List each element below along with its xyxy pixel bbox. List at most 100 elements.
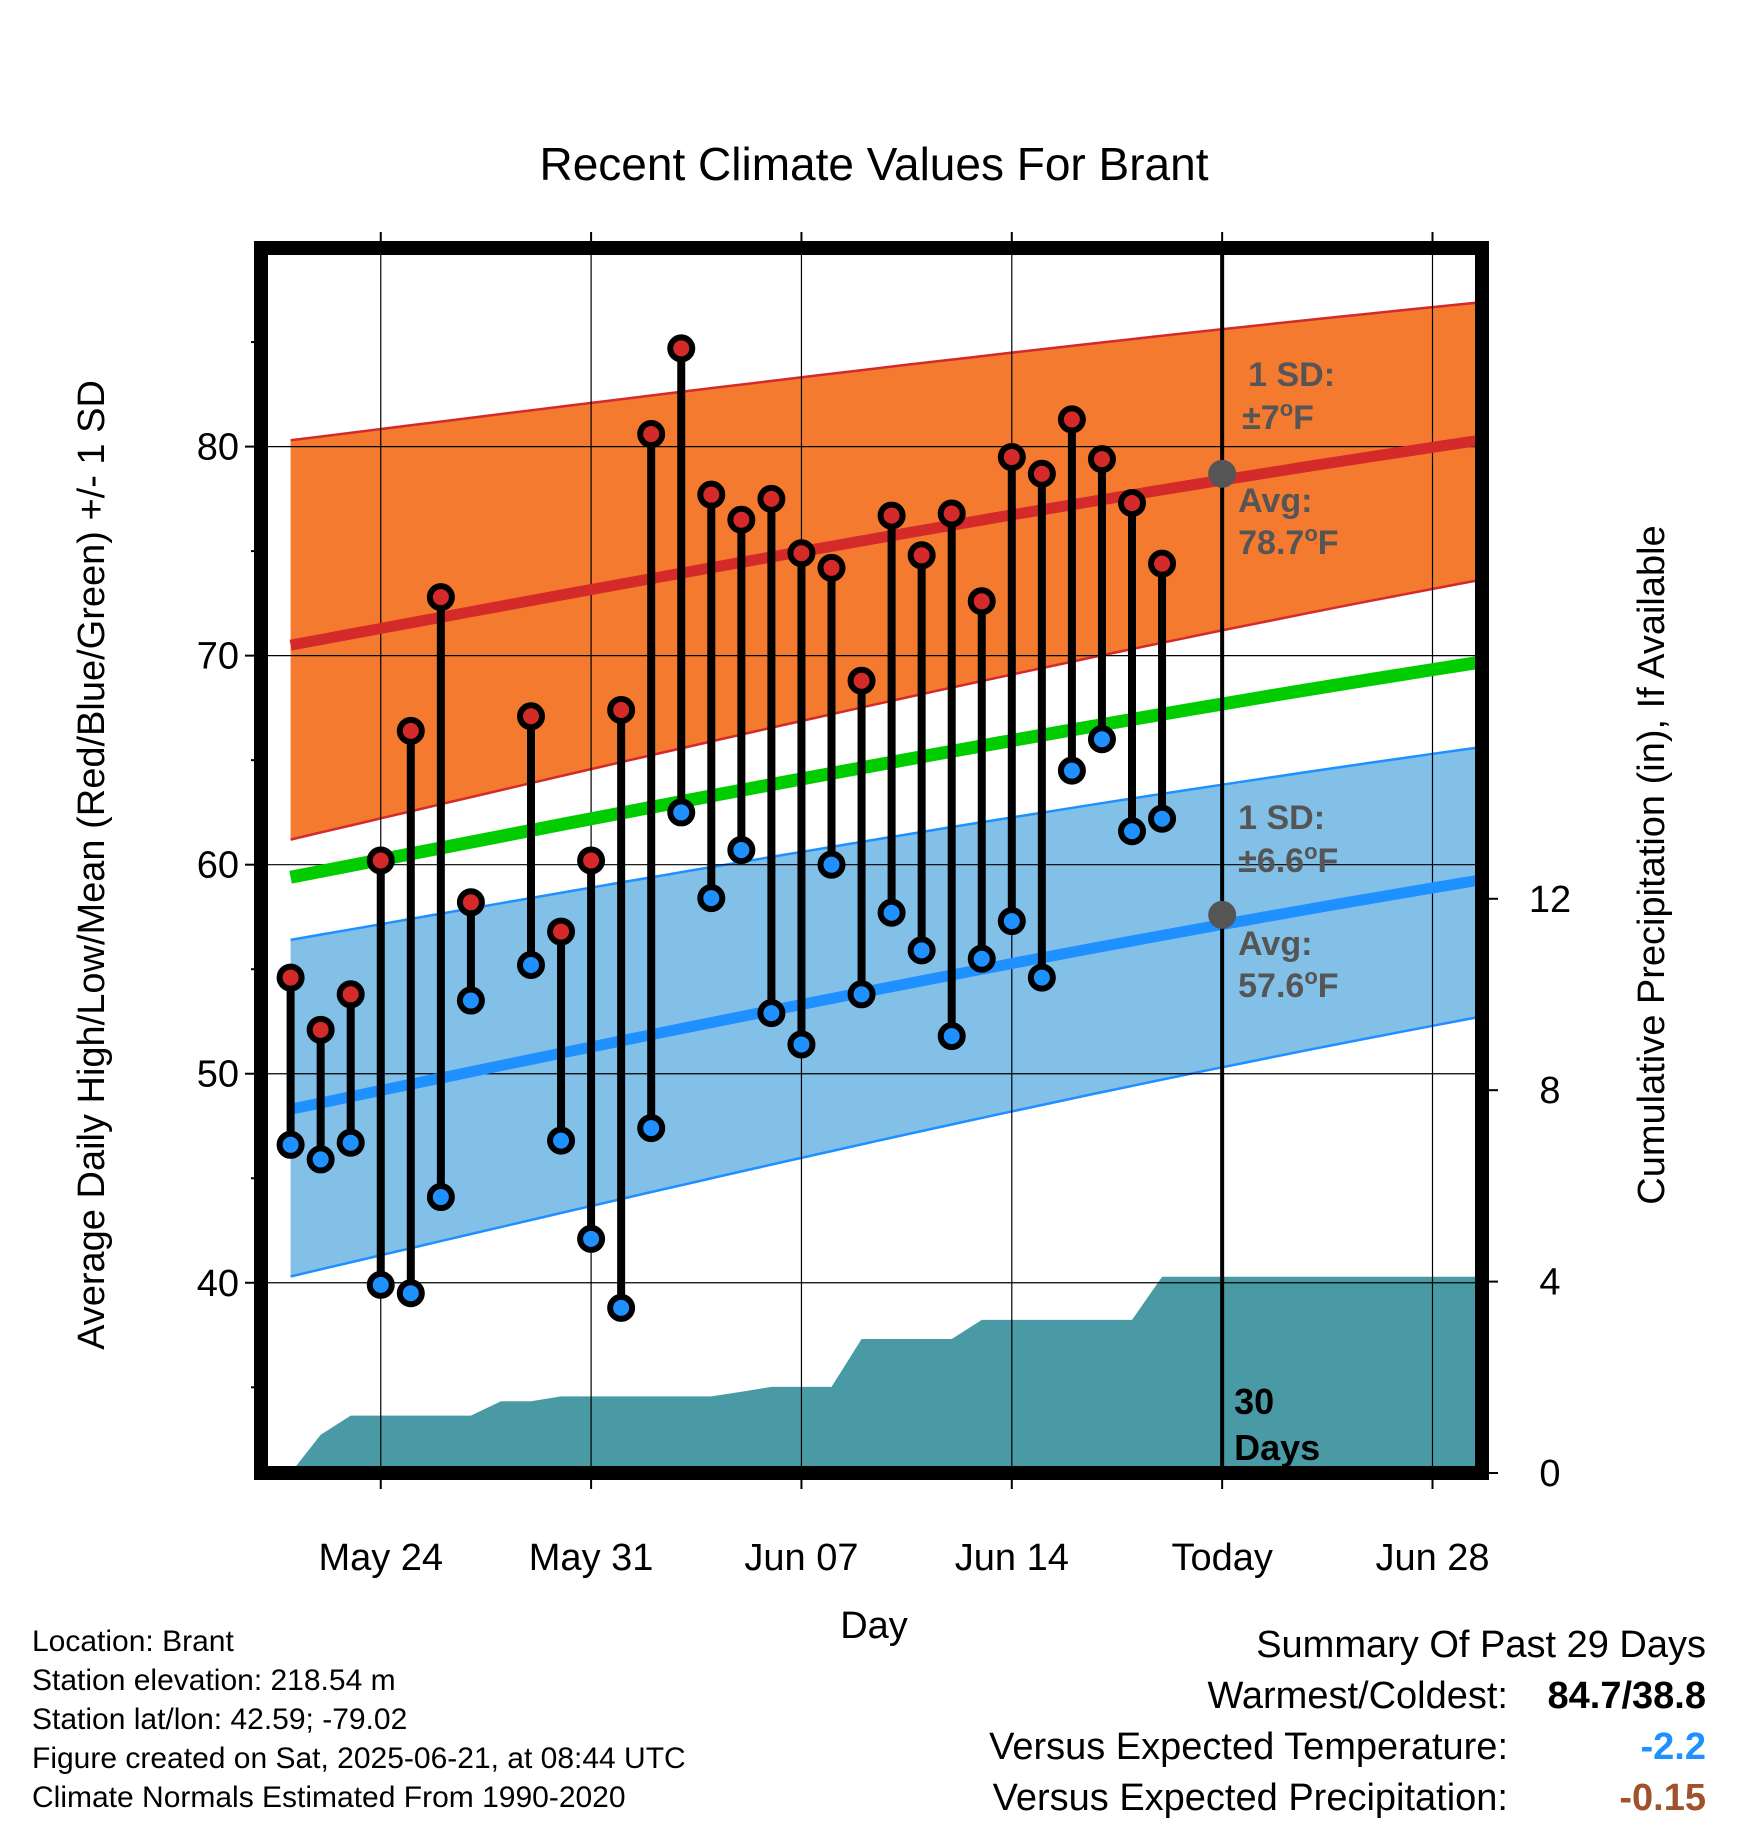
precipitation-area <box>290 1276 1482 1473</box>
daily-high-point <box>547 917 576 946</box>
daily-low-point <box>547 1126 576 1155</box>
low-sd-lower-edge <box>290 1015 1482 1278</box>
y-tick-label: 80 <box>197 427 239 469</box>
daily-low-point <box>907 936 936 965</box>
daily-high-point <box>426 583 455 612</box>
latlon-text: Station lat/lon: 42.59; -79.02 <box>32 1703 408 1736</box>
daily-low-point <box>877 898 906 927</box>
y2-tick-label: 0 <box>1539 1453 1560 1495</box>
precip-label: Versus Expected Precipitation: <box>992 1777 1508 1819</box>
daily-high-point <box>697 480 726 509</box>
x-axis-label: Day <box>840 1605 908 1647</box>
warmest-coldest-value: 84.7/38.8 <box>1547 1675 1706 1717</box>
daily-low-point <box>1087 725 1116 754</box>
daily-high-point <box>877 501 906 530</box>
temp-label: Versus Expected Temperature: <box>989 1726 1508 1768</box>
y2-tick-label: 12 <box>1529 879 1571 921</box>
station-info: Location: Brant Station elevation: 218.5… <box>32 1622 686 1817</box>
daily-high-point <box>366 846 395 875</box>
normal-mean-line <box>289 655 1482 884</box>
high-sd-upper-edge <box>290 300 1482 442</box>
daily-low-point <box>967 944 996 973</box>
today-low-avg-marker <box>1208 900 1237 929</box>
temp-value: -2.2 <box>1640 1726 1706 1768</box>
low-sd-value: ±6.6oF <box>1238 839 1338 880</box>
plot-frame <box>254 241 1489 1480</box>
daily-low-point <box>517 951 545 980</box>
high-avg-value: 78.7oF <box>1238 521 1338 562</box>
daily-high-point <box>967 587 996 616</box>
period-label: 30 Days <box>1234 1381 1320 1468</box>
high-avg-label: Avg: <box>1238 482 1312 520</box>
today-high-avg-marker <box>1208 459 1237 488</box>
y-tick-label: 70 <box>197 636 239 678</box>
x-tick-label: May 31 <box>529 1537 654 1579</box>
summary-warmest-coldest: Warmest/Coldest: 84.7/38.8 <box>989 1671 1706 1722</box>
daily-low-point <box>817 850 846 879</box>
daily-high-point <box>306 1015 335 1044</box>
created-text: Figure created on Sat, 2025-06-21, at 08… <box>32 1742 686 1775</box>
daily-low-point <box>336 1128 365 1157</box>
daily-high-point <box>817 553 846 582</box>
period-label-number: 30 <box>1234 1381 1274 1422</box>
daily-high-point <box>637 420 666 449</box>
high-sd-band <box>290 302 1482 840</box>
period-label-unit: Days <box>1234 1427 1320 1468</box>
x-tick-label: Jun 14 <box>955 1537 1069 1579</box>
daily-low-point <box>727 836 756 865</box>
daily-low-point <box>847 980 876 1009</box>
chart-title: Recent Climate Values For Brant <box>540 138 1209 190</box>
daily-high-point <box>1087 445 1116 474</box>
daily-low-point <box>667 798 696 827</box>
y2-tick-label: 8 <box>1539 1070 1560 1112</box>
x-tick-label: May 24 <box>318 1537 443 1579</box>
y-axis-label: Average Daily High/Low/Mean (Red/Blue/Gr… <box>71 380 113 1350</box>
daily-high-point <box>997 443 1026 472</box>
daily-high-point <box>396 716 425 745</box>
precip-value: -0.15 <box>1619 1777 1706 1819</box>
y-tick-label: 60 <box>197 845 239 887</box>
low-sd-label: 1 SD: <box>1238 799 1325 837</box>
daily-high-point <box>577 846 606 875</box>
daily-low-point <box>276 1130 305 1159</box>
daily-high-point <box>456 888 485 917</box>
summary-panel: Summary Of Past 29 Days Warmest/Coldest:… <box>989 1620 1706 1824</box>
high-sd-lower-edge <box>290 578 1482 841</box>
normal-low-line <box>289 874 1482 1115</box>
daily-high-point <box>847 666 876 695</box>
x-tick-label: Jun 28 <box>1375 1537 1489 1579</box>
daily-low-point <box>1118 817 1146 846</box>
daily-low-point <box>1057 756 1086 785</box>
daily-low-point <box>997 907 1026 936</box>
daily-low-point <box>757 999 786 1028</box>
plot-inner <box>261 248 1482 1473</box>
daily-low-point <box>1027 963 1056 992</box>
summary-title: Summary Of Past 29 Days <box>1256 1624 1706 1666</box>
daily-low-point <box>1148 804 1177 833</box>
daily-low-point <box>637 1114 666 1143</box>
daily-low-point <box>577 1224 606 1253</box>
daily-low-point <box>426 1183 455 1212</box>
high-sd-value: ±7oF <box>1242 396 1314 437</box>
daily-high-point <box>1057 405 1086 434</box>
normal-high-line <box>289 434 1482 651</box>
daily-low-point <box>456 986 485 1015</box>
daily-high-point <box>517 702 545 731</box>
daily-low-point <box>937 1022 966 1051</box>
daily-high-point <box>937 499 966 528</box>
summary-temperature: Versus Expected Temperature: -2.2 <box>989 1722 1706 1773</box>
low-avg-label: Avg: <box>1238 925 1312 963</box>
daily-high-point <box>1027 459 1056 488</box>
axes: 40 50 60 70 80 0 4 8 12 May 24 May 31 Jun 07 Jun 14 T… <box>197 232 1571 1579</box>
daily-low-point <box>787 1030 816 1059</box>
y2-axis-label: Cumulative Precipitation (in), If Availa… <box>1631 525 1673 1204</box>
daily-high-point <box>336 980 365 1009</box>
x-tick-label: Today <box>1171 1537 1272 1579</box>
normals-text: Climate Normals Estimated From 1990-2020 <box>32 1781 626 1814</box>
y2-tick-label: 4 <box>1539 1262 1560 1304</box>
high-sd-label: 1 SD: <box>1248 356 1335 394</box>
daily-high-point <box>607 695 636 724</box>
daily-low-point <box>697 884 726 913</box>
daily-high-point <box>787 539 816 568</box>
